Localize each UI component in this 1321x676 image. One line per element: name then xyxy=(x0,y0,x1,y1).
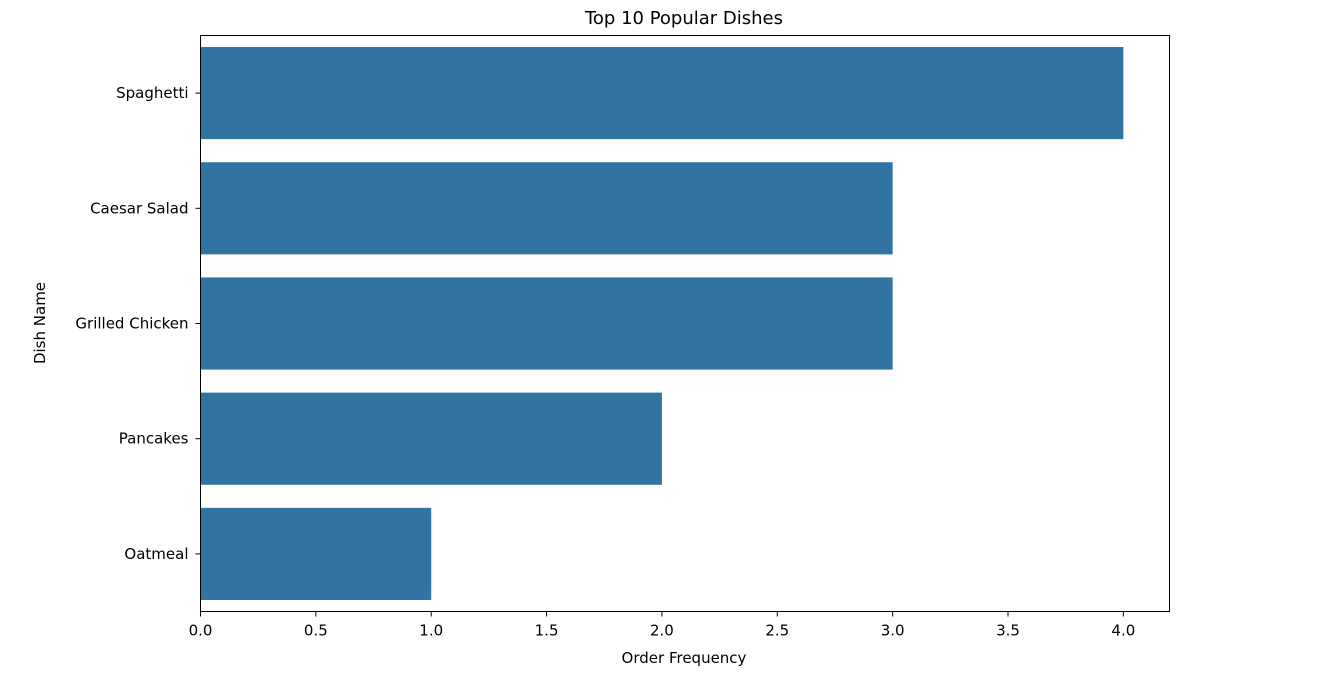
y-axis-title: Dish Name xyxy=(31,282,49,364)
x-tick-label: 1.0 xyxy=(419,622,443,640)
bar-spaghetti xyxy=(200,47,1124,140)
bar-caesar-salad xyxy=(200,162,893,255)
y-axis-ticks: Spaghetti Caesar Salad Grilled Chicken Panc… xyxy=(75,84,201,563)
y-tick-label: Spaghetti xyxy=(116,84,188,102)
x-tick-label: 3.0 xyxy=(881,622,905,640)
x-tick-label: 1.5 xyxy=(535,622,559,640)
y-tick-label: Pancakes xyxy=(119,430,189,448)
bars-group xyxy=(200,47,1124,600)
bar-grilled-chicken xyxy=(200,277,893,370)
x-tick-label: 2.5 xyxy=(765,622,789,640)
x-tick-label: 4.0 xyxy=(1111,622,1135,640)
x-tick-label: 0.0 xyxy=(189,622,213,640)
plot-frame xyxy=(200,35,1170,612)
x-axis-title: Order Frequency xyxy=(622,649,747,667)
y-tick-label: Grilled Chicken xyxy=(75,315,188,333)
bar-pancakes xyxy=(200,392,662,485)
y-tick-label: Caesar Salad xyxy=(90,199,188,217)
x-axis-ticks: 0.0 0.5 1.0 1.5 2.0 2.5 3.0 3.5 4.0 xyxy=(189,611,1135,640)
y-tick-label: Oatmeal xyxy=(124,545,188,563)
x-tick-label: 2.0 xyxy=(650,622,674,640)
x-tick-label: 0.5 xyxy=(304,622,328,640)
x-tick-label: 3.5 xyxy=(996,622,1020,640)
bar-oatmeal xyxy=(200,507,432,600)
chart-title: Top 10 Popular Dishes xyxy=(584,8,783,29)
